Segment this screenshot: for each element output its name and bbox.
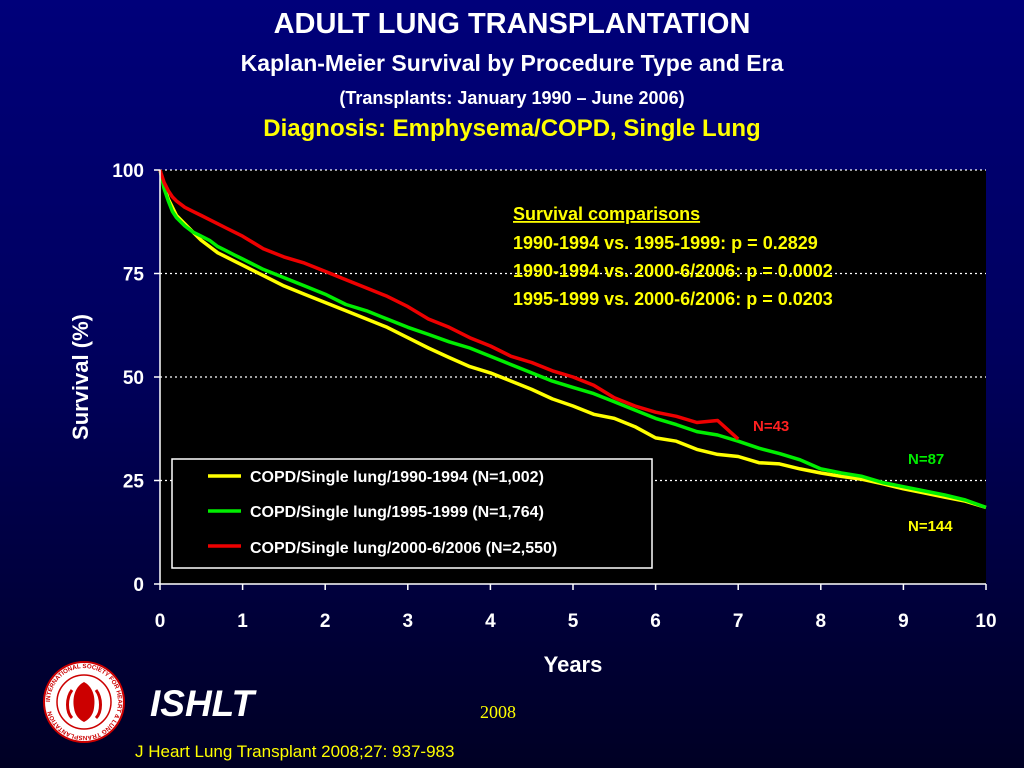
citation: J Heart Lung Transplant 2008;27: 937-983: [135, 742, 455, 761]
legend-label-2000-2006: COPD/Single lung/2000-6/2006 (N=2,550): [250, 540, 557, 557]
x-tick-label: 4: [485, 611, 496, 632]
x-axis-label: Years: [544, 652, 603, 677]
annotation-heading: Survival comparisons: [513, 204, 700, 224]
y-tick-label: 50: [123, 368, 144, 389]
series-line-0: [158, 169, 987, 510]
legend-label-1995-1999: COPD/Single lung/1995-1999 (N=1,764): [250, 504, 544, 521]
annotation-line: 1995-1999 vs. 2000-6/2006: p = 0.0203: [513, 289, 833, 309]
x-tick-label: 2: [320, 611, 331, 632]
page-title: ADULT LUNG TRANSPLANTATION: [273, 8, 751, 40]
diagnosis-heading: Diagnosis: Emphysema/COPD, Single Lung: [263, 115, 761, 142]
ishlt-logo: INTERNATIONAL SOCIETY FOR HEART & LUNG T…: [43, 661, 125, 743]
x-tick-label: 0: [155, 611, 166, 632]
y-tick-label: 75: [123, 265, 145, 286]
x-tick-label: 5: [568, 611, 579, 632]
x-tick-label: 9: [898, 611, 909, 632]
x-tick-label: 3: [403, 611, 414, 632]
y-tick-label: 25: [123, 472, 145, 493]
ishlt-brand: ISHLT: [150, 683, 255, 724]
x-tick-label: 8: [816, 611, 827, 632]
annotation-line: 1990-1994 vs. 1995-1999: p = 0.2829: [513, 233, 818, 253]
tick-labels: 0 25 50 75 100 0 1 2 3 4 5 6 7 8 9 10: [112, 161, 996, 632]
survival-comparisons-annotation: Survival comparisons 1990-1994 vs. 1995-…: [513, 204, 833, 309]
y-axis-label: Survival (%): [68, 314, 93, 440]
legend-label-1990-1994: COPD/Single lung/1990-1994 (N=1,002): [250, 469, 544, 486]
series-line-2: [158, 169, 740, 441]
series-line-1: [158, 169, 987, 510]
legend-box: [171, 458, 653, 569]
annotation-line: 1990-1994 vs. 2000-6/2006: p = 0.0002: [513, 261, 833, 281]
transplant-date-range: (Transplants: January 1990 – June 2006): [339, 88, 685, 108]
x-tick-label: 1: [237, 611, 248, 632]
year-label: 2008: [480, 702, 516, 722]
series-lines: [158, 169, 987, 510]
legend: COPD/Single lung/1990-1994 (N=1,002) COP…: [171, 458, 653, 569]
n-label-1995-1999: N=87: [908, 451, 944, 468]
page-subtitle: Kaplan-Meier Survival by Procedure Type …: [240, 50, 784, 76]
x-tick-label: 6: [650, 611, 661, 632]
x-tick-label: 7: [733, 611, 744, 632]
n-label-2000-2006: N=43: [753, 418, 789, 435]
x-tick-label: 10: [975, 611, 996, 632]
y-tick-label: 100: [112, 161, 144, 182]
y-tick-label: 0: [133, 575, 144, 596]
n-label-1990-1994: N=144: [908, 518, 953, 535]
